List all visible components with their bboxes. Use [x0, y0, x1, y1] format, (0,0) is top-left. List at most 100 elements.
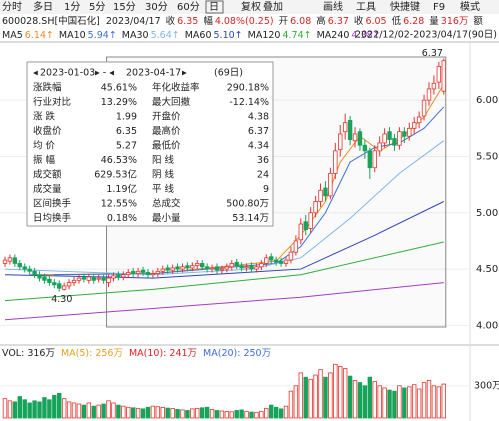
- ma-legend-part: 5.10↑: [214, 30, 243, 41]
- toolbar-button[interactable]: 工具: [356, 1, 376, 13]
- toolbar-button[interactable]: 15分: [113, 1, 136, 13]
- stat-label: 最低价: [152, 140, 181, 152]
- price-annotation: 6.37: [422, 48, 443, 59]
- quote-line: 600028.SH[中国石化] 2023/04/17 收 6.35 幅 4.08%(0.2…: [2, 15, 483, 27]
- candle-body: [86, 276, 92, 281]
- volume-bar: [204, 406, 210, 419]
- candle-body: [185, 265, 190, 269]
- volume-bar: [42, 397, 47, 419]
- stat-label: 行业对比: [33, 96, 71, 108]
- candle-body: [22, 266, 27, 270]
- quote-line-part: 6.28: [403, 16, 424, 27]
- volume-bar: [7, 400, 13, 419]
- volume-bar: [357, 382, 363, 419]
- ma-legend-part: 4.74↑: [282, 30, 311, 41]
- candle-body: [254, 266, 259, 270]
- toolbar-button[interactable]: 分时: [2, 1, 22, 13]
- ma-legend-part: MA240: [317, 30, 350, 41]
- candle-body: [71, 279, 77, 283]
- volume-bar: [303, 376, 308, 419]
- candle-body: [47, 278, 52, 283]
- volume-bar: [22, 399, 27, 419]
- y-tick-label: 5.50: [476, 151, 498, 162]
- stat-label: 开盘价: [152, 111, 181, 123]
- candle-body: [273, 259, 279, 263]
- volume-bar: [52, 395, 57, 419]
- volume-bar: [27, 402, 32, 419]
- volume-bar: [298, 372, 303, 419]
- volume-bar: [32, 400, 37, 419]
- stat-label: 收盘价: [33, 125, 62, 137]
- stat-value: -12.14%: [229, 97, 269, 108]
- toolbar-bg: [0, 0, 499, 14]
- candle-body: [407, 127, 412, 137]
- toolbar-button[interactable]: 模式: [460, 0, 480, 13]
- candle-body: [209, 267, 215, 270]
- stat-value: 9: [263, 184, 269, 195]
- volume-bar: [352, 380, 358, 419]
- candle-body: [387, 131, 392, 140]
- candle-body: [323, 187, 328, 197]
- quote-line-part: 6.35: [177, 16, 198, 27]
- candle-body: [32, 270, 37, 276]
- volume-bar: [130, 407, 136, 419]
- toolbar-button[interactable]: 复权: [241, 0, 261, 13]
- selected-tab: [205, 0, 224, 14]
- volume-bar: [66, 401, 72, 419]
- volume-bar: [234, 410, 239, 419]
- stat-label: 最高价: [152, 125, 181, 137]
- toolbar-button[interactable]: 日: [209, 2, 219, 13]
- toolbar-button[interactable]: 多日: [33, 0, 53, 13]
- candle-body: [357, 131, 363, 146]
- volume-bar: [12, 401, 18, 419]
- candle-body: [66, 282, 72, 287]
- quote-line-part: 幅: [203, 15, 213, 27]
- toolbar-button[interactable]: 60分: [177, 1, 200, 13]
- candle-body: [249, 265, 254, 270]
- candle-body: [441, 60, 446, 92]
- volume-bar: [244, 411, 249, 419]
- toolbar-button[interactable]: 画线: [323, 0, 343, 13]
- candle-body: [42, 276, 47, 281]
- candle-body: [155, 270, 161, 274]
- volume-bar: [140, 408, 146, 419]
- candle-body: [2, 259, 8, 264]
- volume-legend-part: MA(5): 256万: [61, 348, 123, 359]
- candle-body: [342, 122, 348, 133]
- volume-bar: [47, 399, 52, 419]
- ma-legend-part: MA60: [185, 30, 212, 41]
- volume-bar: [116, 404, 121, 419]
- volume-bar: [392, 390, 397, 419]
- candle-body: [101, 277, 106, 281]
- candle-body: [7, 257, 13, 262]
- candle-body: [397, 131, 402, 146]
- toolbar-button[interactable]: 30分: [145, 1, 168, 13]
- candle-body: [175, 266, 180, 270]
- toolbar-button[interactable]: F9: [433, 2, 445, 13]
- candle-body: [96, 277, 101, 280]
- volume-bar: [81, 404, 87, 419]
- candle-body: [145, 272, 151, 276]
- candle-body: [328, 172, 333, 197]
- candle-body: [91, 276, 96, 281]
- volume-bar: [421, 382, 427, 419]
- quote-line-part: 收: [166, 15, 176, 27]
- toolbar-button[interactable]: 叠加: [263, 1, 283, 13]
- volume-bar: [199, 407, 205, 419]
- toolbar-button[interactable]: 5分: [89, 1, 105, 13]
- candle-body: [431, 82, 437, 90]
- toolbar-button[interactable]: 1分: [64, 1, 80, 13]
- candle-body: [199, 263, 205, 268]
- ma-line: [54, 106, 445, 276]
- candle-body: [264, 257, 269, 264]
- quote-line-part: 量: [429, 16, 439, 27]
- candle-body: [308, 212, 313, 229]
- volume-bar: [347, 375, 353, 419]
- stat-value: 6.37: [248, 126, 269, 137]
- volume-bar: [407, 386, 412, 419]
- stat-label: 涨 跌: [33, 111, 56, 123]
- stat-label: 涨跌幅: [33, 82, 62, 94]
- toolbar-button[interactable]: 快捷键: [390, 0, 420, 13]
- stat-value: 53.14万: [232, 213, 269, 224]
